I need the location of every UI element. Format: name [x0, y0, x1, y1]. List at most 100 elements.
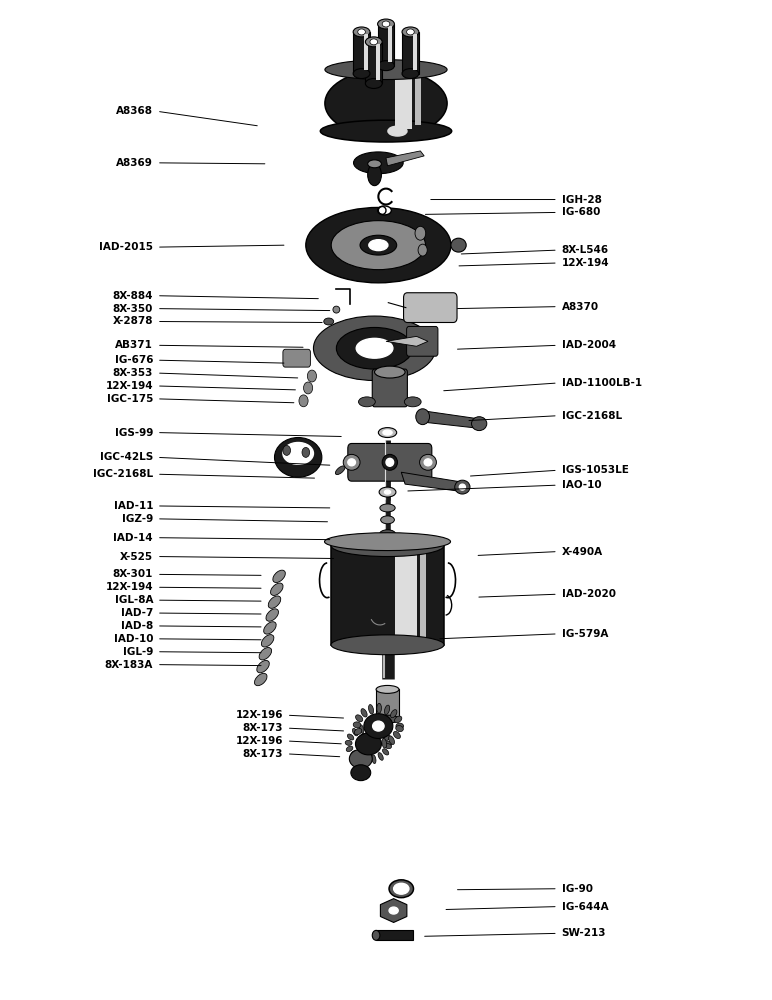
- Ellipse shape: [396, 726, 403, 732]
- FancyBboxPatch shape: [283, 349, 310, 367]
- Text: IGC-2168L: IGC-2168L: [93, 469, 153, 479]
- Ellipse shape: [353, 728, 358, 736]
- Text: 12X-194: 12X-194: [106, 381, 153, 391]
- Ellipse shape: [451, 238, 466, 252]
- Bar: [421, 552, 426, 639]
- Ellipse shape: [382, 21, 390, 27]
- Ellipse shape: [266, 609, 279, 621]
- Ellipse shape: [356, 715, 363, 722]
- Text: IAO-10: IAO-10: [562, 480, 601, 490]
- Ellipse shape: [337, 327, 413, 369]
- Bar: [376, 44, 380, 80]
- Ellipse shape: [273, 570, 286, 583]
- Text: IAD-11: IAD-11: [113, 501, 153, 511]
- Ellipse shape: [255, 673, 267, 686]
- Ellipse shape: [348, 459, 355, 466]
- Ellipse shape: [373, 721, 384, 731]
- Ellipse shape: [380, 541, 411, 550]
- Ellipse shape: [353, 27, 370, 37]
- Text: IGC-2168L: IGC-2168L: [562, 411, 621, 421]
- Text: 8X-L546: 8X-L546: [562, 245, 609, 255]
- Ellipse shape: [257, 660, 269, 673]
- Bar: [376, 689, 399, 719]
- Ellipse shape: [378, 428, 397, 438]
- Ellipse shape: [264, 622, 276, 634]
- Polygon shape: [386, 336, 428, 346]
- Ellipse shape: [355, 733, 381, 755]
- Ellipse shape: [346, 746, 353, 752]
- Circle shape: [283, 445, 290, 455]
- Ellipse shape: [386, 458, 394, 466]
- Text: IGS-1053LE: IGS-1053LE: [562, 465, 628, 475]
- Text: X-490A: X-490A: [562, 547, 603, 557]
- Text: IGZ-9: IGZ-9: [122, 514, 153, 524]
- Ellipse shape: [354, 728, 362, 735]
- Ellipse shape: [379, 530, 396, 540]
- Ellipse shape: [365, 79, 382, 88]
- Ellipse shape: [455, 480, 470, 494]
- Ellipse shape: [357, 754, 361, 762]
- Bar: [376, 930, 413, 940]
- Ellipse shape: [374, 739, 378, 749]
- Text: SW-213: SW-213: [562, 928, 606, 938]
- Ellipse shape: [380, 729, 385, 737]
- Ellipse shape: [331, 221, 425, 270]
- Bar: [402, 32, 419, 74]
- Text: 8X-301: 8X-301: [113, 569, 153, 579]
- Ellipse shape: [270, 583, 283, 595]
- Ellipse shape: [378, 753, 383, 760]
- Ellipse shape: [420, 454, 436, 470]
- Ellipse shape: [324, 533, 451, 551]
- Ellipse shape: [356, 338, 393, 358]
- Text: AB371: AB371: [115, 340, 153, 350]
- Text: X-525: X-525: [120, 552, 153, 562]
- Ellipse shape: [350, 765, 371, 781]
- Ellipse shape: [394, 883, 409, 894]
- Ellipse shape: [350, 751, 356, 758]
- Ellipse shape: [382, 454, 398, 470]
- Text: 12X-196: 12X-196: [235, 710, 283, 720]
- Ellipse shape: [384, 744, 391, 749]
- Text: IAD-14: IAD-14: [113, 533, 153, 543]
- Ellipse shape: [369, 240, 388, 251]
- Ellipse shape: [370, 39, 378, 45]
- Ellipse shape: [388, 126, 407, 136]
- Text: IGC-42LS: IGC-42LS: [100, 452, 153, 462]
- Ellipse shape: [358, 397, 375, 407]
- Ellipse shape: [472, 417, 487, 431]
- Ellipse shape: [389, 880, 414, 898]
- Ellipse shape: [333, 306, 340, 313]
- Ellipse shape: [331, 535, 444, 557]
- Ellipse shape: [377, 703, 381, 713]
- Text: 8X-173: 8X-173: [242, 723, 283, 733]
- Bar: [364, 34, 367, 70]
- Circle shape: [418, 244, 427, 256]
- FancyBboxPatch shape: [407, 326, 438, 356]
- Ellipse shape: [353, 69, 370, 79]
- Bar: [378, 24, 394, 66]
- Ellipse shape: [394, 716, 402, 723]
- Ellipse shape: [382, 749, 389, 755]
- Text: IGC-175: IGC-175: [107, 394, 153, 404]
- Ellipse shape: [405, 397, 422, 407]
- Text: 12X-194: 12X-194: [106, 582, 153, 592]
- Text: IAD-7: IAD-7: [120, 608, 153, 618]
- Text: A8368: A8368: [116, 106, 153, 116]
- Ellipse shape: [374, 725, 379, 734]
- Polygon shape: [386, 151, 424, 166]
- Text: IGL-9: IGL-9: [123, 647, 153, 657]
- Ellipse shape: [385, 741, 391, 746]
- Ellipse shape: [402, 27, 419, 37]
- Bar: [415, 78, 422, 125]
- Ellipse shape: [378, 61, 394, 71]
- Ellipse shape: [388, 736, 394, 744]
- Polygon shape: [381, 899, 407, 922]
- Ellipse shape: [367, 164, 381, 186]
- Ellipse shape: [335, 466, 345, 475]
- Ellipse shape: [384, 735, 390, 741]
- FancyBboxPatch shape: [348, 443, 432, 481]
- Ellipse shape: [402, 69, 419, 79]
- Ellipse shape: [268, 596, 281, 608]
- Ellipse shape: [275, 438, 322, 477]
- Bar: [388, 26, 392, 62]
